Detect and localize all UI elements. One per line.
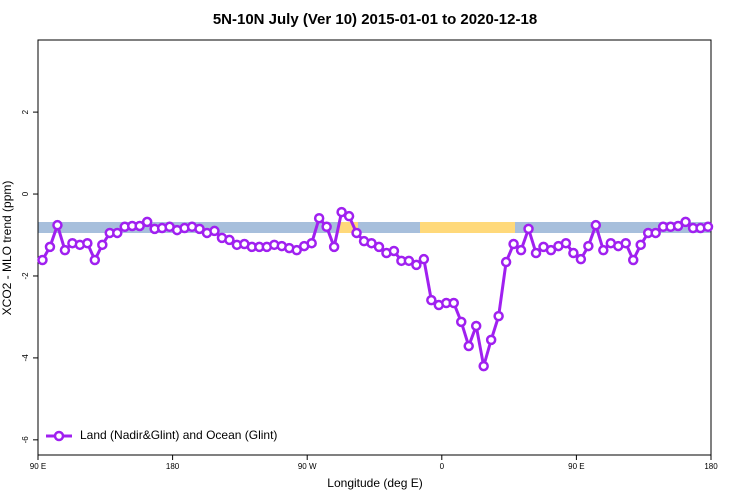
data-point xyxy=(523,223,534,235)
y-tick-label: 2 xyxy=(21,109,30,114)
data-point xyxy=(500,256,512,268)
data-point xyxy=(343,210,355,222)
y-tick-label: -4 xyxy=(21,354,30,362)
data-point xyxy=(224,234,235,246)
plot-frame xyxy=(37,39,712,456)
data-point xyxy=(321,221,332,233)
data-point xyxy=(418,253,430,265)
data-point xyxy=(478,360,489,372)
data-point xyxy=(560,237,572,249)
data-point xyxy=(463,340,474,352)
data-point xyxy=(373,241,385,253)
data-point xyxy=(89,254,101,266)
data-point xyxy=(455,316,467,328)
data-point xyxy=(635,239,646,251)
data-point xyxy=(508,238,519,250)
data-point xyxy=(44,241,56,253)
data-point xyxy=(313,212,325,224)
data-point xyxy=(141,216,153,228)
x-tick-label: 0 xyxy=(440,462,445,471)
data-point xyxy=(59,244,71,256)
data-point xyxy=(568,247,579,259)
x-tick-label: 180 xyxy=(166,462,180,471)
land-band xyxy=(338,222,358,233)
data-point xyxy=(82,237,93,249)
data-point xyxy=(37,254,48,266)
x-tick-label: 180 xyxy=(704,462,718,471)
data-point xyxy=(209,225,220,237)
data-point xyxy=(575,253,587,265)
data-point xyxy=(627,254,639,266)
data-point xyxy=(680,216,691,228)
data-point xyxy=(650,227,661,239)
data-point xyxy=(470,320,482,332)
data-point xyxy=(545,244,557,256)
series-line xyxy=(41,209,709,367)
data-point xyxy=(426,294,437,306)
y-axis-label: XCO2 - MLO trend (ppm) xyxy=(0,181,14,316)
data-point xyxy=(590,219,602,231)
data-point xyxy=(411,259,422,271)
y-tick-label: 0 xyxy=(21,191,30,196)
x-tick-label: 90 W xyxy=(298,462,317,471)
legend-marker xyxy=(53,430,65,442)
data-point xyxy=(583,240,594,252)
x-tick-label: 90 E xyxy=(568,462,584,471)
data-point xyxy=(485,334,497,346)
data-point xyxy=(336,206,347,218)
data-point xyxy=(134,220,145,232)
y-tick-label: -2 xyxy=(21,272,30,280)
x-tick-label: 90 E xyxy=(30,462,46,471)
data-point xyxy=(194,223,205,235)
ocean-band xyxy=(38,222,711,233)
data-point xyxy=(530,247,542,259)
y-tick-label: -6 xyxy=(21,436,30,444)
data-point xyxy=(112,227,123,239)
data-point xyxy=(328,241,340,253)
data-point xyxy=(291,244,302,256)
legend-label: Land (Nadir&Glint) and Ocean (Glint) xyxy=(80,428,277,442)
data-point xyxy=(403,255,415,267)
data-point xyxy=(493,310,504,322)
data-point xyxy=(52,219,63,231)
data-point xyxy=(306,237,317,249)
data-point xyxy=(351,227,362,239)
data-point xyxy=(672,220,684,232)
data-point xyxy=(97,239,108,251)
data-point xyxy=(702,221,714,233)
data-point xyxy=(388,245,400,257)
chart-title: 5N-10N July (Ver 10) 2015-01-01 to 2020-… xyxy=(213,11,537,28)
data-point xyxy=(515,244,527,256)
land-band xyxy=(420,222,515,233)
data-point xyxy=(620,237,632,249)
data-point xyxy=(448,297,460,309)
x-axis-label: Longitude (deg E) xyxy=(327,476,422,490)
data-point xyxy=(598,244,609,256)
